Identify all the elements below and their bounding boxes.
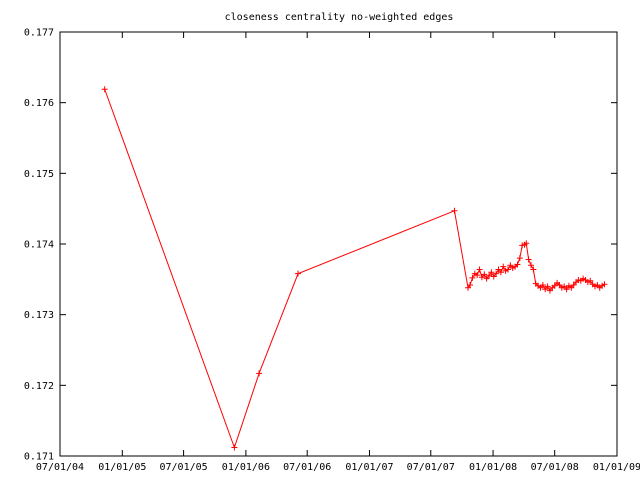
data-point	[469, 274, 476, 281]
data-point	[539, 281, 546, 288]
series-plot	[101, 86, 608, 451]
data-point	[497, 269, 504, 276]
plot-frame	[59, 31, 618, 457]
data-point	[525, 256, 532, 263]
x-tick-labels: 07/01/04 01/01/05 07/01/05 01/01/06 07/01/06…	[36, 462, 640, 473]
data-point	[295, 270, 302, 277]
x-tick-label: 01/01/07	[345, 462, 393, 473]
data-point	[486, 272, 493, 279]
data-point	[474, 272, 481, 279]
x-tick-label: 07/01/05	[160, 462, 208, 473]
data-point	[488, 269, 495, 276]
data-point	[587, 277, 594, 284]
y-tick-label: 0.176	[24, 98, 54, 109]
y-tick-label: 0.173	[24, 310, 54, 321]
chart-title: closeness centrality no-weighted edges	[225, 12, 454, 23]
data-point	[451, 207, 458, 214]
axis-ticks	[59, 31, 618, 457]
data-point	[504, 266, 511, 273]
x-tick-label: 07/01/06	[283, 462, 331, 473]
data-point	[563, 286, 570, 293]
data-point	[514, 261, 521, 268]
data-point	[544, 283, 551, 290]
data-point	[481, 271, 488, 278]
y-tick-label: 0.175	[24, 169, 54, 180]
x-tick-label: 07/01/08	[531, 462, 579, 473]
data-point	[530, 266, 537, 273]
y-tick-label: 0.174	[24, 240, 54, 251]
data-point	[493, 270, 500, 277]
data-point	[523, 240, 530, 247]
x-tick-label: 01/01/05	[98, 462, 146, 473]
y-tick-label: 0.172	[24, 381, 54, 392]
data-point	[516, 255, 523, 262]
data-point	[500, 263, 507, 270]
data-point	[476, 266, 483, 273]
data-point	[101, 86, 108, 93]
x-tick-label: 07/01/04	[36, 462, 84, 473]
x-tick-label: 01/01/08	[469, 462, 517, 473]
x-tick-label: 01/01/06	[222, 462, 270, 473]
data-point	[467, 281, 474, 288]
data-point	[256, 370, 263, 377]
x-tick-label: 01/01/09	[593, 462, 640, 473]
series-line	[104, 89, 605, 450]
data-point	[231, 444, 238, 451]
data-point	[601, 281, 608, 288]
y-tick-labels: 0.171 0.172 0.173 0.174 0.175 0.176 0.177	[24, 28, 54, 463]
data-point	[528, 262, 534, 269]
y-tick-label: 0.171	[24, 452, 54, 463]
y-tick-label: 0.177	[24, 28, 54, 39]
x-tick-label: 07/01/07	[407, 462, 455, 473]
